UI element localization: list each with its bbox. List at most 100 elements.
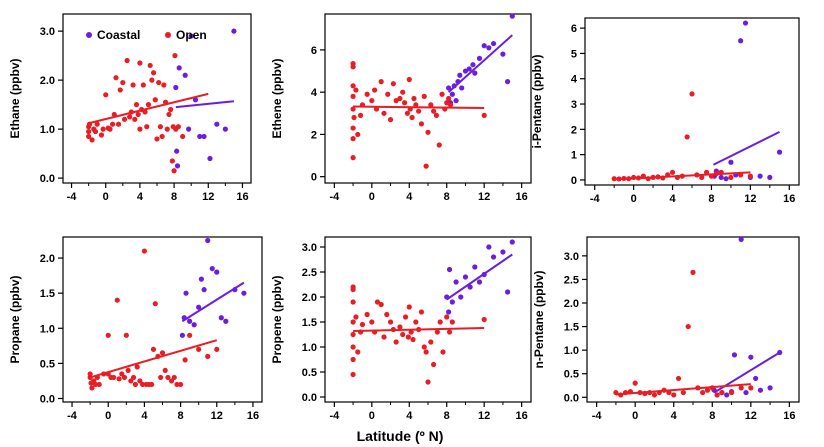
data-point-open [120,79,126,86]
data-point-open [100,126,106,132]
data-point-open [103,92,109,98]
data-point-coastal [490,40,497,47]
data-point-open [369,98,375,104]
data-point-coastal [467,284,473,290]
data-point-open [632,380,638,386]
y-tick-label: 2.0 [302,292,317,304]
x-tick-label: 0 [103,191,109,203]
data-point-open [351,114,357,121]
data-point-coastal [453,279,459,285]
data-point-open [728,174,734,181]
y-tick-label: 4 [311,87,318,99]
y-tick-label: 6 [311,45,317,57]
y-tick-label: 0.5 [564,369,579,381]
data-point-open [350,286,356,293]
data-point-coastal [192,97,199,103]
data-point-open [86,128,92,135]
data-point-open [350,344,356,350]
y-tick-label: 1.0 [302,342,317,354]
data-point-open [132,381,138,388]
data-point-coastal [196,304,202,310]
data-point-open [434,329,440,335]
data-point-open [121,116,128,122]
data-point-open [92,381,99,388]
data-point-open [171,168,177,174]
x-tick-label: 12 [202,191,214,203]
x-tick-label: 4 [137,191,144,203]
data-point-coastal [446,85,452,91]
data-point-coastal [179,332,185,338]
data-point-open [431,108,437,114]
data-point-coastal [222,126,228,132]
data-point-coastal [738,236,744,242]
x-tick-label: 4 [406,191,413,203]
data-point-open [428,339,434,345]
data-point-open [418,309,425,315]
data-point-open [393,339,399,345]
data-point-coastal [476,279,483,285]
data-point-open [378,301,384,308]
data-point-open [175,124,181,130]
data-point-open [410,336,416,343]
data-point-open [149,77,155,83]
data-point-open [350,125,356,131]
data-point-open [411,95,417,102]
data-point-coastal [472,264,478,270]
fit-line-coastal [446,253,513,301]
data-point-open [402,314,409,320]
x-tick-label: 8 [444,191,450,203]
x-axis-title: Latitude (º N) [357,428,444,444]
data-point-open [89,385,95,391]
y-tick-label: 3.0 [564,251,579,263]
data-point-open [150,346,157,352]
data-point-coastal [214,121,220,127]
data-point-open [182,357,188,363]
data-point-coastal [205,237,211,244]
data-point-open [156,79,162,86]
y-tick-label: 2 [311,129,317,141]
data-point-open [428,102,434,108]
data-point-open [680,389,686,396]
data-point-open [405,334,411,340]
data-point-open [381,110,387,116]
chart-panel-4: 0.0 0.5 1.0 1.5 2.0 -4 0 4 8 12 16 Propane (ppbv) [8,236,263,422]
data-point-coastal [214,269,220,275]
data-point-open [350,83,356,89]
data-point-open [111,374,117,381]
data-point-open [353,314,359,320]
y-tick-label: 6 [571,23,577,35]
fit-line-coastal [175,100,235,109]
data-point-open [171,374,177,381]
data-point-open [355,349,361,355]
x-tick-label: -4 [329,191,340,203]
data-point-coastal [509,13,515,19]
data-point-open [119,371,125,377]
data-point-coastal [470,62,476,68]
y-tick-label: 5 [571,48,577,60]
data-point-coastal [198,276,204,282]
data-point-open [164,126,170,132]
data-point-open [447,102,454,108]
data-point-coastal [486,244,492,250]
data-point-open [105,332,111,338]
data-point-open [140,381,146,388]
data-point-coastal [188,33,194,39]
data-point-open [113,75,119,81]
x-tick-label: 4 [671,410,678,422]
data-point-open [397,95,403,102]
fit-line-open [615,383,751,396]
data-point-open [425,129,431,135]
data-point-open [166,111,172,118]
data-point-coastal [453,98,459,104]
data-point-open [158,374,164,381]
data-point-open [161,82,167,88]
data-point-open [133,102,140,108]
data-point-coastal [191,322,197,328]
data-point-coastal [446,309,452,315]
data-point-open [384,311,390,318]
fit-line-open [614,171,751,181]
data-point-open [350,299,356,305]
y-tick-label: 0 [311,172,317,184]
